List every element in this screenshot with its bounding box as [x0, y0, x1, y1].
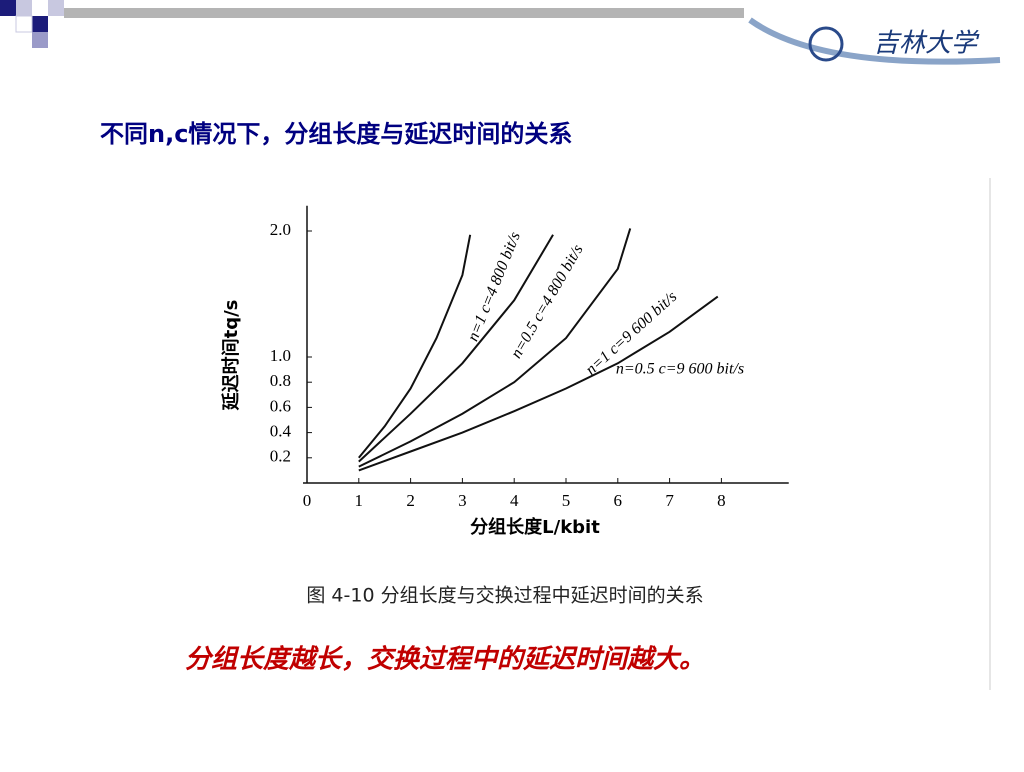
y-tick-label: 0.6 [270, 396, 291, 415]
deco-square [48, 0, 64, 16]
series-line [358, 228, 632, 468]
y-tick-label: 0.4 [270, 422, 292, 441]
deco-square [16, 0, 32, 16]
x-tick-label: 7 [665, 491, 674, 510]
figure-caption: 图 4-10 分组长度与交换过程中延迟时间的关系 [306, 585, 703, 607]
x-tick-label: 6 [614, 491, 623, 510]
x-tick-label: 3 [458, 491, 467, 510]
top-bar [64, 8, 744, 18]
series-line [358, 234, 472, 459]
x-tick-label: 5 [562, 491, 571, 510]
figure-area [190, 160, 820, 620]
slide-title: 不同n,c情况下，分组长度与延迟时间的关系 [100, 120, 572, 148]
logo-swoosh [748, 17, 1001, 65]
logo-emblem [808, 26, 844, 62]
body-text: 分组长度越长，交换过程中的延迟时间越大。 [185, 645, 705, 675]
deco-square [32, 32, 48, 48]
deco-square [15, 15, 33, 33]
deco-square [32, 16, 48, 32]
x-tick-label: 2 [406, 491, 415, 510]
y-tick-label: 2.0 [270, 220, 291, 239]
series-line [358, 295, 719, 472]
y-tick-label: 0.8 [270, 371, 291, 390]
series-label: n=0.5 c=9 600 bit/s [616, 361, 744, 378]
series-line [358, 234, 554, 463]
y-axis-label: 延迟时间tq/s [221, 300, 242, 412]
x-tick-label: 1 [355, 491, 364, 510]
y-tick-label: 1.0 [270, 346, 291, 365]
logo-text: 吉林大学 [873, 29, 980, 59]
x-axis-label: 分组长度L/kbit [470, 516, 600, 538]
x-tick-label: 4 [510, 491, 519, 510]
y-tick-label: 0.2 [270, 447, 291, 466]
deco-square [0, 0, 16, 16]
x-tick-label: 8 [717, 491, 726, 510]
plot: 0 1 2 3 4 5 6 7 8 0.2 0.4 0.6 0.8 1.0 2.0 分组长度L/kbit 延迟时… [221, 205, 789, 538]
x-tick-label: 0 [303, 491, 312, 510]
